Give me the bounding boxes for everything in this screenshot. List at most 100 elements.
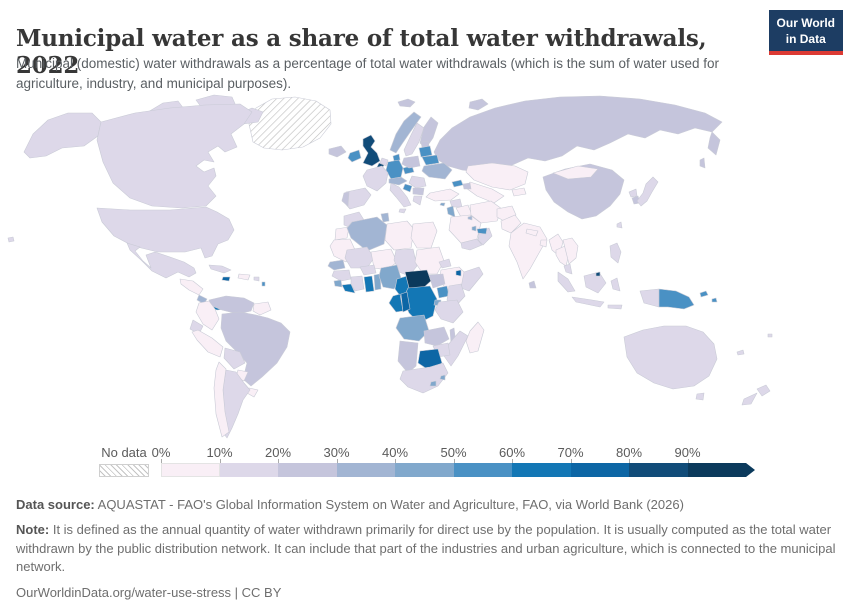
region-nepal[interactable]: [525, 228, 539, 237]
region-portugal[interactable]: [341, 191, 350, 207]
legend-segment[interactable]: [336, 463, 395, 477]
region-liberia[interactable]: [341, 283, 356, 294]
region-zambia[interactable]: [423, 326, 450, 347]
region-mexico[interactable]: [126, 242, 197, 279]
region-norway[interactable]: [389, 111, 422, 154]
region-eritrea[interactable]: [438, 258, 452, 269]
region-ukraine[interactable]: [421, 162, 453, 180]
region-greece[interactable]: [412, 195, 423, 206]
legend-segment[interactable]: [687, 463, 746, 477]
region-china[interactable]: [542, 163, 625, 220]
region-taiwan[interactable]: [616, 221, 623, 229]
region-cote-divoire[interactable]: [350, 275, 365, 292]
legend-segment[interactable]: [219, 463, 278, 477]
region-indonesia[interactable]: [607, 304, 623, 310]
region-jordan-israel[interactable]: [446, 205, 456, 218]
region-new-caledonia[interactable]: [736, 349, 745, 356]
region-kuwait[interactable]: [467, 215, 473, 221]
region-ghana[interactable]: [363, 275, 375, 293]
region-central-african-republic[interactable]: [404, 269, 432, 291]
region-philippines[interactable]: [609, 242, 622, 264]
region-qatar[interactable]: [471, 225, 477, 232]
region-alpine[interactable]: [388, 176, 408, 186]
region-tanzania[interactable]: [434, 299, 464, 324]
legend-segment[interactable]: [395, 463, 454, 477]
region-united-kingdom[interactable]: [362, 134, 381, 167]
region-tasmania[interactable]: [695, 392, 705, 401]
region-mongolia[interactable]: [552, 165, 599, 180]
legend-segment[interactable]: [161, 463, 220, 477]
region-indonesia[interactable]: [610, 277, 621, 292]
region-burkina-faso[interactable]: [359, 264, 377, 276]
region-malaysia[interactable]: [563, 263, 573, 275]
legend-segment[interactable]: [278, 463, 337, 477]
region-azerbaijan[interactable]: [462, 182, 472, 190]
region-indonesia[interactable]: [639, 288, 660, 308]
region-papua-new-guinea[interactable]: [711, 297, 718, 303]
region-hawaii[interactable]: [7, 236, 15, 243]
region-venezuela[interactable]: [208, 295, 255, 315]
region-togo-benin[interactable]: [373, 273, 382, 291]
region-japan[interactable]: [636, 176, 659, 207]
legend-no-data[interactable]: No data: [99, 445, 149, 477]
region-ireland[interactable]: [347, 149, 362, 163]
region-croatia[interactable]: [402, 183, 413, 193]
legend-segment[interactable]: [453, 463, 512, 477]
region-india[interactable]: [508, 222, 548, 280]
region-pakistan[interactable]: [500, 214, 522, 234]
region-egypt[interactable]: [410, 221, 438, 249]
region-peru[interactable]: [191, 329, 224, 358]
region-nigeria[interactable]: [378, 264, 402, 290]
region-cuba[interactable]: [208, 264, 232, 274]
region-puerto-rico[interactable]: [253, 276, 260, 282]
region-new-zealand[interactable]: [756, 384, 771, 397]
legend-no-data-swatch[interactable]: [99, 464, 149, 477]
region-fiji[interactable]: [767, 333, 773, 338]
region-lesotho[interactable]: [429, 380, 437, 387]
region-south-sudan[interactable]: [428, 273, 446, 289]
region-western-sahara[interactable]: [334, 226, 350, 241]
region-yemen[interactable]: [460, 238, 483, 251]
region-sudan[interactable]: [414, 246, 445, 275]
region-indonesia[interactable]: [571, 296, 605, 308]
region-germany[interactable]: [385, 159, 404, 180]
region-denmark[interactable]: [392, 153, 401, 162]
region-syria[interactable]: [449, 198, 463, 208]
region-romania[interactable]: [408, 175, 427, 189]
region-jamaica[interactable]: [221, 276, 231, 282]
region-namibia[interactable]: [397, 340, 419, 374]
region-somalia[interactable]: [460, 266, 484, 292]
region-poland[interactable]: [401, 155, 421, 169]
region-indonesia[interactable]: [583, 271, 607, 294]
owid-logo[interactable]: Our World in Data: [768, 10, 843, 56]
region-new-zealand[interactable]: [741, 392, 758, 406]
region-guatemala-honduras[interactable]: [179, 278, 204, 296]
region-russia[interactable]: [707, 131, 721, 156]
region-svalbard[interactable]: [397, 98, 416, 108]
region-iceland[interactable]: [328, 145, 347, 158]
legend-segment[interactable]: [570, 463, 629, 477]
region-usa[interactable]: [96, 206, 235, 259]
region-bangladesh[interactable]: [539, 239, 548, 248]
citation-line[interactable]: OurWorldinData.org/water-use-stress | CC…: [16, 584, 282, 600]
region-hispaniola[interactable]: [237, 273, 251, 281]
region-uae[interactable]: [476, 227, 488, 235]
region-congo[interactable]: [400, 291, 411, 313]
region-baltics[interactable]: [418, 145, 433, 158]
region-bolivia[interactable]: [223, 347, 246, 370]
region-papua-new-guinea[interactable]: [658, 288, 695, 310]
region-alaska[interactable]: [23, 112, 102, 159]
region-belarus[interactable]: [421, 154, 440, 166]
legend-segment[interactable]: [512, 463, 571, 477]
region-senegal[interactable]: [327, 259, 346, 271]
region-estonia[interactable]: [420, 140, 430, 148]
region-papua-new-guinea[interactable]: [699, 290, 709, 298]
region-sweden[interactable]: [403, 122, 425, 157]
region-kyrgyz-tajik[interactable]: [511, 187, 527, 197]
region-russia[interactable]: [699, 157, 706, 169]
region-north-korea[interactable]: [628, 188, 638, 198]
region-russia[interactable]: [468, 98, 489, 111]
region-kazakhstan[interactable]: [465, 162, 529, 191]
region-madagascar[interactable]: [465, 321, 485, 354]
region-italy[interactable]: [389, 182, 412, 208]
